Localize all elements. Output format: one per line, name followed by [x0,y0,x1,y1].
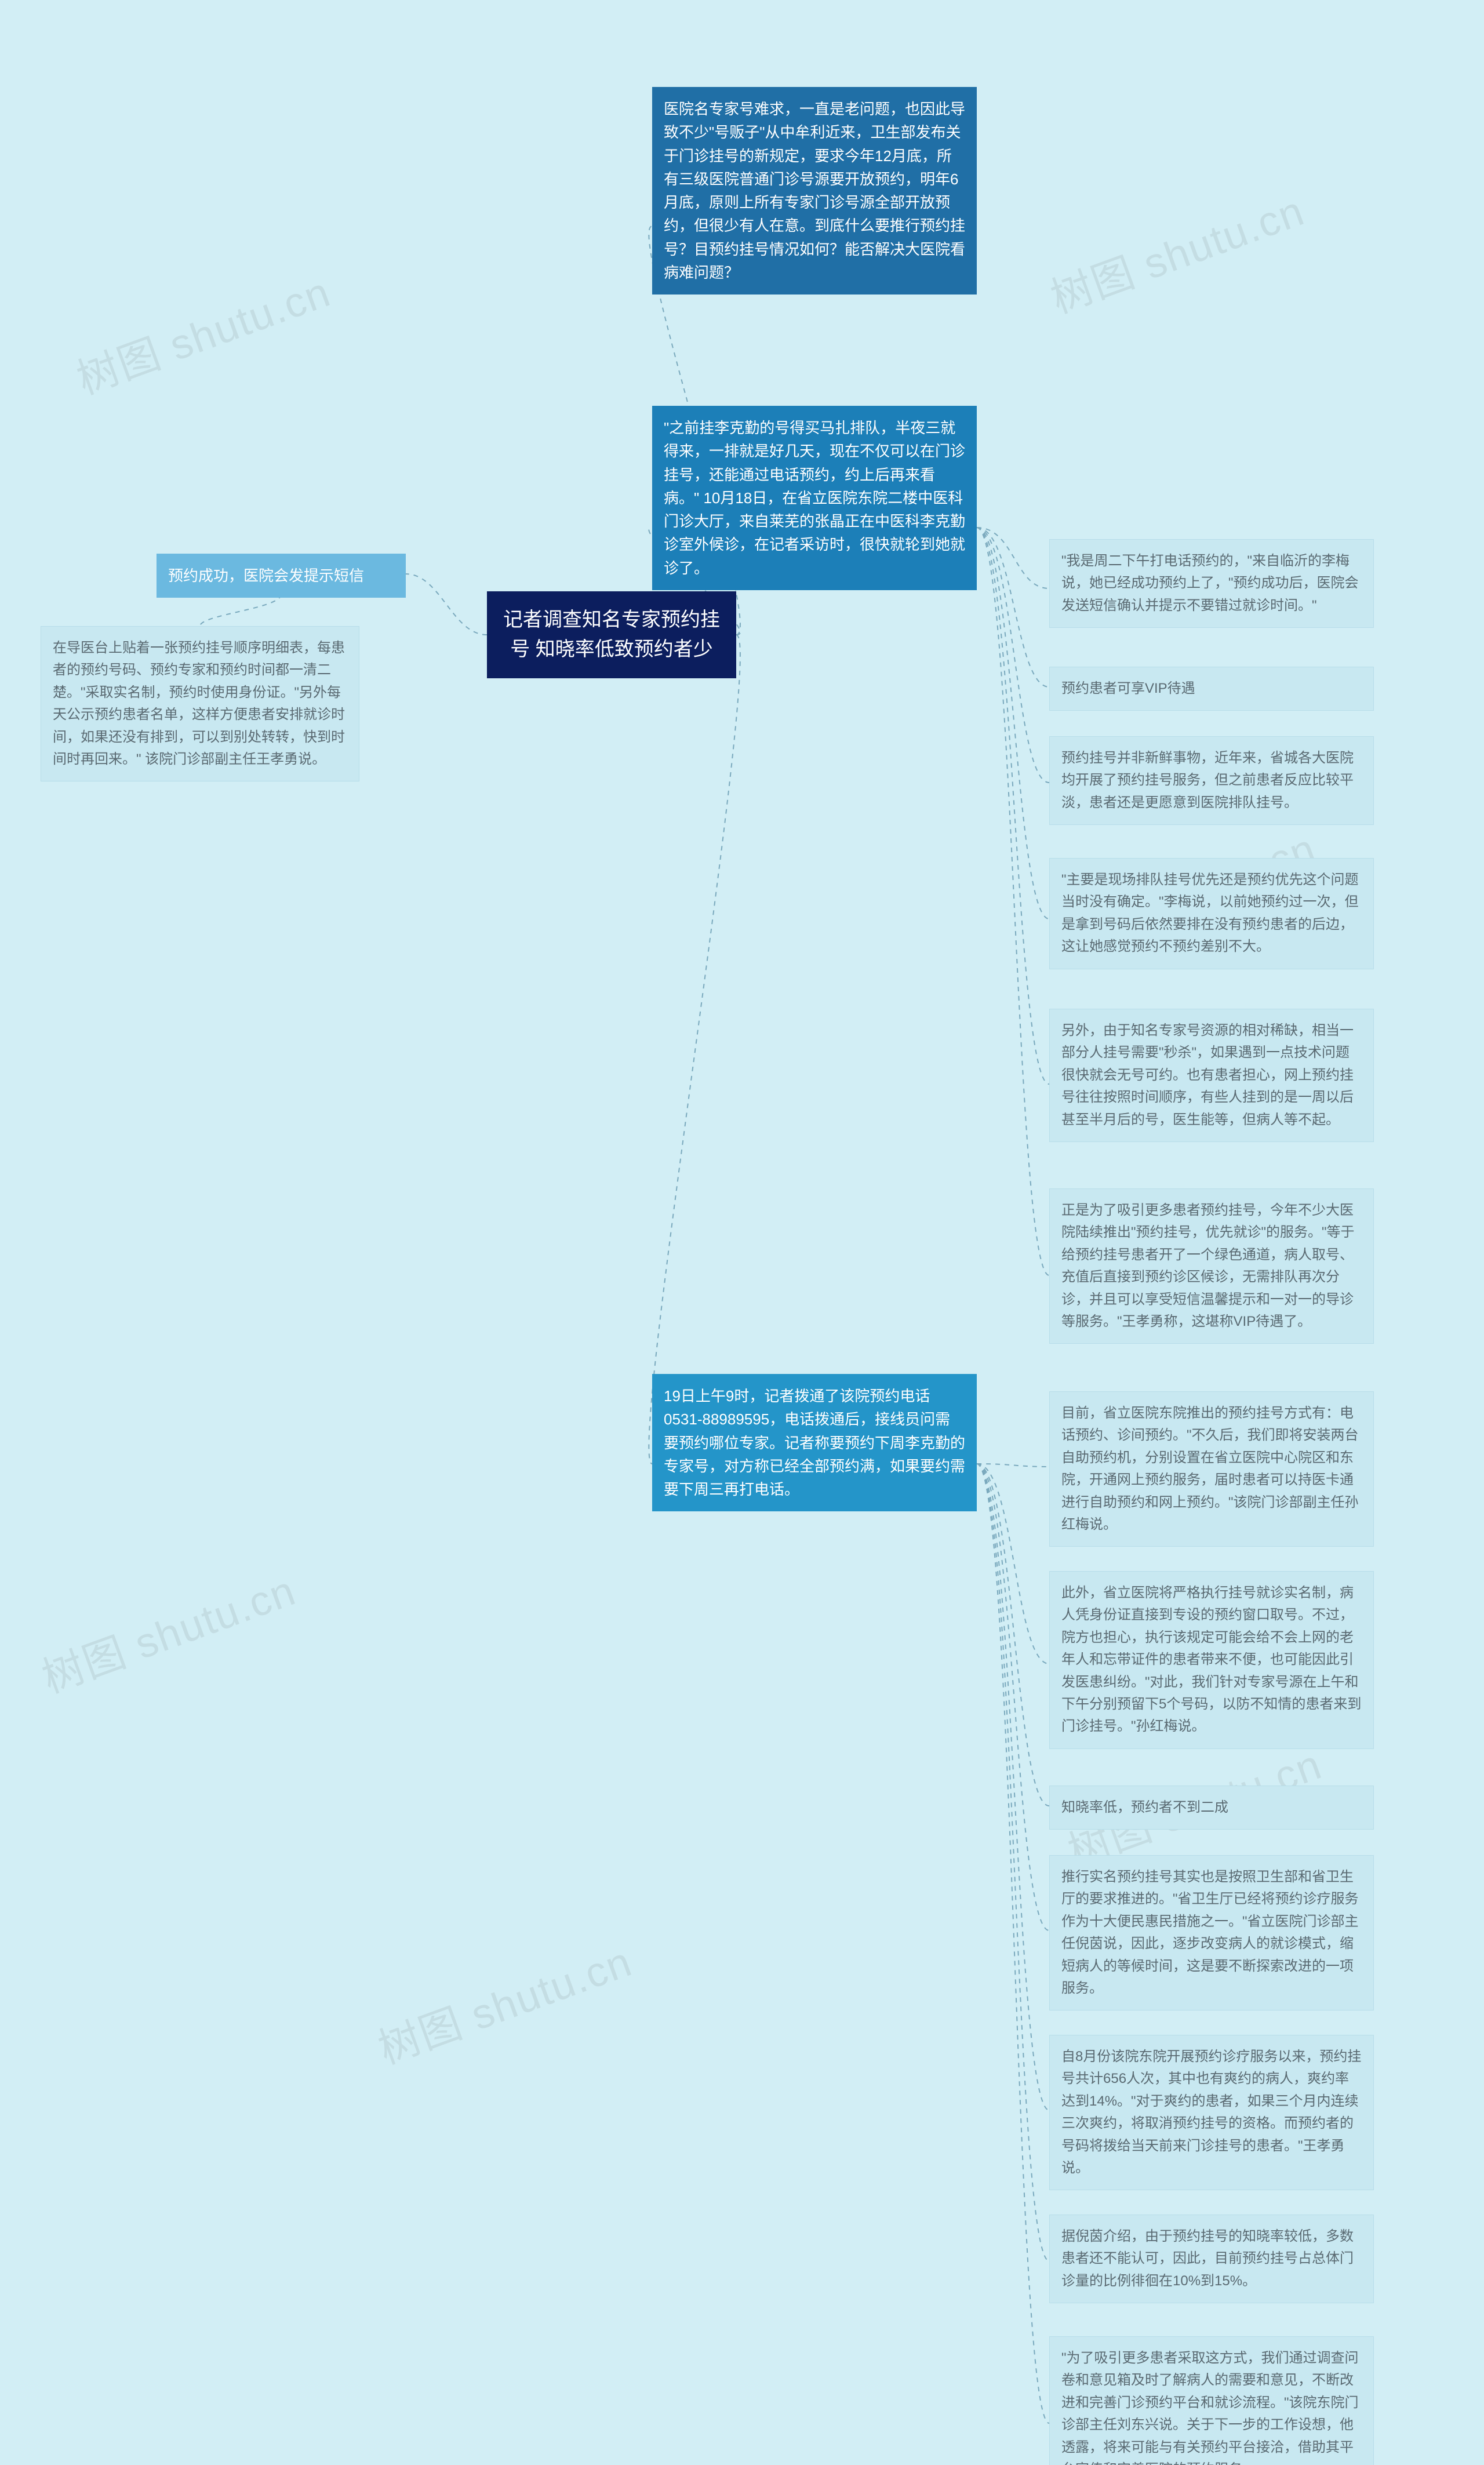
branch-left-1[interactable]: 预约成功，医院会发提示短信 [157,554,406,598]
watermark: 树图 shutu.cn [369,1928,639,2075]
leaf-r3-6[interactable]: 据倪茵介绍，由于预约挂号的知晓率较低，多数患者还不能认可，因此，目前预约挂号占总… [1049,2215,1374,2303]
leaf-r2-2[interactable]: 预约患者可享VIP待遇 [1049,667,1374,711]
watermark: 树图 shutu.cn [67,258,337,406]
mindmap-canvas: 树图 shutu.cn 树图 shutu.cn 树图 shutu.cn 树图 s… [0,0,1484,2465]
leaf-left-1[interactable]: 在导医台上贴着一张预约挂号顺序明细表，每患者的预约号码、预约专家和预约时间都一清… [41,626,359,781]
leaf-r2-1[interactable]: "我是周二下午打电话预约的，"来自临沂的李梅说，她已经成功预约上了，"预约成功后… [1049,539,1374,628]
leaf-r3-5[interactable]: 自8月份该院东院开展预约诊疗服务以来，预约挂号共计656人次，其中也有爽约的病人… [1049,2035,1374,2190]
leaf-r3-3[interactable]: 知晓率低，预约者不到二成 [1049,1786,1374,1830]
leaf-r2-3[interactable]: 预约挂号并非新鲜事物，近年来，省城各大医院均开展了预约挂号服务，但之前患者反应比… [1049,736,1374,825]
watermark: 树图 shutu.cn [1041,177,1311,325]
root-node[interactable]: 记者调查知名专家预约挂号 知晓率低致预约者少 [487,591,736,678]
leaf-r3-7[interactable]: "为了吸引更多患者采取这方式，我们通过调查问卷和意见箱及时了解病人的需要和意见，… [1049,2336,1374,2465]
leaf-r3-1[interactable]: 目前，省立医院东院推出的预约挂号方式有：电话预约、诊间预约。"不久后，我们即将安… [1049,1391,1374,1547]
leaf-r2-6[interactable]: 正是为了吸引更多患者预约挂号，今年不少大医院陆续推出"预约挂号，优先就诊"的服务… [1049,1188,1374,1344]
branch-r1[interactable]: 医院名专家号难求，一直是老问题，也因此导致不少"号贩子"从中牟利近来，卫生部发布… [652,87,977,295]
branch-r2[interactable]: "之前挂李克勤的号得买马扎排队，半夜三就得来，一排就是好几天，现在不仅可以在门诊… [652,406,977,590]
leaf-r2-5[interactable]: 另外，由于知名专家号资源的相对稀缺，相当一部分人挂号需要"秒杀"，如果遇到一点技… [1049,1009,1374,1142]
leaf-r3-2[interactable]: 此外，省立医院将严格执行挂号就诊实名制，病人凭身份证直接到专设的预约窗口取号。不… [1049,1571,1374,1749]
leaf-r3-4[interactable]: 推行实名预约挂号其实也是按照卫生部和省卫生厅的要求推进的。"省卫生厅已经将预约诊… [1049,1855,1374,2010]
watermark: 树图 shutu.cn [32,1557,303,1704]
branch-r3[interactable]: 19日上午9时，记者拨通了该院预约电话0531-88989595，电话拨通后，接… [652,1374,977,1511]
leaf-r2-4[interactable]: "主要是现场排队挂号优先还是预约优先这个问题当时没有确定。"李梅说，以前她预约过… [1049,858,1374,969]
